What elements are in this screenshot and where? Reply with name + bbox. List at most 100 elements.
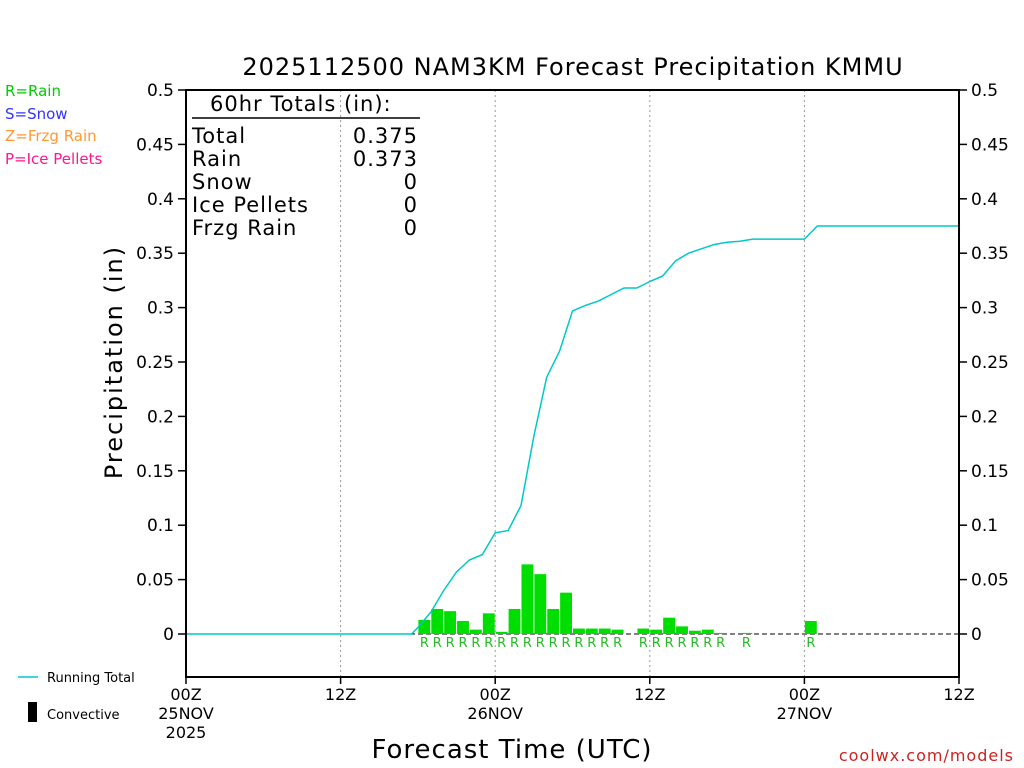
totals-row-label: Ice Pellets <box>192 193 309 217</box>
precip-bar <box>688 630 701 634</box>
credit-link[interactable]: coolwx.com/models <box>839 746 1014 765</box>
precip-bar <box>663 617 676 634</box>
precip-type-label: R <box>652 636 661 651</box>
x-tick-label-time: 00Z <box>480 685 511 704</box>
x-axis-label: Forecast Time (UTC) <box>371 735 652 765</box>
y-axis-label: Precipitation (in) <box>100 245 128 479</box>
y-tick-label-left: 0.4 <box>147 190 174 210</box>
precip-type-label: R <box>806 636 815 651</box>
x-tick-label-year: 2025 <box>166 723 207 742</box>
y-tick-label-right: 0.4 <box>971 190 998 210</box>
totals-row-value: 0.373 <box>353 147 418 171</box>
precip-type-label: R <box>574 636 583 651</box>
totals-row-value: 0 <box>404 193 418 217</box>
totals-row-label: Total <box>191 124 246 148</box>
totals-box: 60hr Totals (in): Total 0.375 Rain 0.373 Sno… <box>191 92 420 240</box>
precip-type-label: R <box>690 636 699 651</box>
x-tick-label-time: 12Z <box>325 685 356 704</box>
totals-row-value: 0 <box>404 170 418 194</box>
precip-bar <box>650 629 663 634</box>
legend-ice-pellets: P=Ice Pellets <box>5 150 102 168</box>
y-tick-label-left: 0.25 <box>136 353 174 373</box>
precip-type-label: R <box>600 636 609 651</box>
y-tick-label-right: 0.3 <box>971 299 998 319</box>
y-tick-label-right: 0.25 <box>971 353 1009 373</box>
series-legend: Running Total Convective <box>18 671 135 723</box>
y-tick-label-right: 0.45 <box>971 135 1009 155</box>
precip-bar <box>560 592 572 634</box>
totals-row-label: Rain <box>192 147 242 171</box>
precip-bar <box>714 632 727 634</box>
precip-bar <box>469 629 482 634</box>
totals-row-value: 0 <box>404 216 418 240</box>
totals-header: 60hr Totals (in): <box>210 92 392 116</box>
precip-bar <box>804 620 817 634</box>
running-total-line <box>186 225 959 635</box>
x-tick-label-time: 12Z <box>634 685 665 704</box>
x-tick-label-time: 00Z <box>789 685 820 704</box>
precip-type-legend: R=Rain S=Snow Z=Frzg Rain P=Ice Pellets <box>5 82 102 168</box>
y-tick-label-left: 0.2 <box>147 407 174 427</box>
precip-type-label: R <box>510 636 519 651</box>
precip-type-label: R <box>549 636 558 651</box>
precip-type-label: R <box>716 636 725 651</box>
y-tick-label-right: 0.05 <box>971 571 1009 591</box>
precip-bar <box>637 628 650 634</box>
precip-type-label: R <box>703 636 712 651</box>
precip-bar <box>534 574 547 634</box>
y-tick-label-left: 0.15 <box>136 462 174 482</box>
y-tick-label-right: 0.15 <box>971 462 1009 482</box>
precip-type-label: R <box>665 636 674 651</box>
precip-type-label: R <box>420 636 429 651</box>
y-tick-label-left: 0.1 <box>147 516 174 536</box>
running-total-polyline <box>186 225 959 635</box>
precip-bar <box>547 608 560 634</box>
precip-bar <box>611 629 624 634</box>
y-tick-label-left: 0.5 <box>147 81 174 101</box>
x-tick-label-date: 27NOV <box>777 704 833 723</box>
precip-type-label: R <box>562 636 571 651</box>
legend-rain: R=Rain <box>5 82 61 100</box>
precip-bar <box>418 619 431 634</box>
totals-row-label: Snow <box>192 170 253 194</box>
totals-row-value: 0.375 <box>353 124 418 148</box>
y-tick-label-left: 0.3 <box>147 299 174 319</box>
precip-type-label: R <box>523 636 532 651</box>
y-tick-label-right: 0.2 <box>971 407 998 427</box>
y-tick-label-left: 0.05 <box>136 571 174 591</box>
precip-type-label: R <box>484 636 493 651</box>
precip-type-label: R <box>742 636 751 651</box>
precip-bar <box>585 628 598 634</box>
precip-type-label: R <box>536 636 545 651</box>
precip-type-label: R <box>613 636 622 651</box>
y-tick-label-right: 0.1 <box>971 516 998 536</box>
precip-bar <box>508 608 521 634</box>
precip-type-label: R <box>471 636 480 651</box>
convective-swatch <box>28 702 37 722</box>
precip-type-label: R <box>458 636 467 651</box>
precip-type-label: R <box>497 636 506 651</box>
y-tick-label-left: 0.45 <box>136 135 174 155</box>
precip-type-label: R <box>587 636 596 651</box>
legend-frzg-rain: Z=Frzg Rain <box>5 127 97 145</box>
running-total-legend-label: Running Total <box>47 671 135 686</box>
precip-bar <box>521 564 534 634</box>
precip-bar <box>495 631 508 634</box>
precip-bar <box>444 611 457 634</box>
legend-snow: S=Snow <box>5 105 68 123</box>
precip-type-label: R <box>677 636 686 651</box>
y-tick-label-left: 0 <box>163 625 174 645</box>
bars <box>418 564 817 634</box>
plot-frame <box>185 89 960 678</box>
precip-bar <box>676 626 688 634</box>
convective-legend-label: Convective <box>47 708 120 723</box>
precip-type-label: R <box>639 636 648 651</box>
y-tick-label-right: 0.5 <box>971 81 998 101</box>
precip-bar <box>431 608 444 634</box>
x-tick-label-date: 26NOV <box>467 704 523 723</box>
precip-bar <box>482 613 495 634</box>
